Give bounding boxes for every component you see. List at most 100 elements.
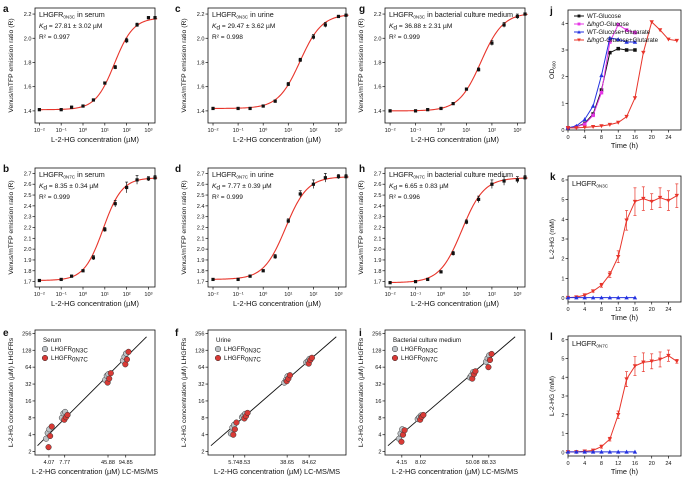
panel-c-marker [261,104,265,108]
panel-i-ytick-label: 64 [375,365,381,371]
panel-j-marker [641,50,646,55]
panel-g-fit-curve [388,13,528,112]
panel-h-data-point [490,179,494,189]
panel-l-ytick-label: 1 [561,432,564,438]
panel-j-data-point [624,48,629,52]
panel-i-ytick-label: 128 [372,348,381,354]
panel-b-ylabel: Venus/mTFP emission ratio (R) [8,180,15,274]
panel-e-xtick-label: 45.88 [101,460,115,466]
panel-e-frame [34,329,156,456]
panel-e-legend-label: LHGFR0N7C [51,355,88,364]
panel-e-ytick-label: 128 [22,348,31,354]
panel-j-data-point [674,38,680,43]
panel-g-data-point [439,106,443,111]
panel-k-marker [666,198,671,203]
panel-b-ytick-label: 2.7 [24,171,32,177]
panel-d-marker [344,175,348,179]
panel-g-r2: R² = 0.999 [389,34,420,41]
panel-f-xtick-label: 8.53 [239,460,250,466]
panel-k-xtick-label: 12 [615,307,621,313]
panel-l-data-point [599,449,604,454]
panel-e-xtick-label: 7.77 [59,460,70,466]
panel-k-series-line [567,195,678,299]
panel-h-ytick-label: 2.1 [374,236,382,242]
panel-label-e: e [3,328,9,339]
panel-j-data-point [633,48,637,52]
panel-c-xtick-label: 10⁻² [207,128,218,134]
panel-label-b: b [3,164,9,175]
panel-j-marker [649,20,654,25]
panel-b-ytick-label: 1.8 [24,269,32,275]
panel-label-a: a [3,4,9,15]
panel-d-ytick-label: 1.9 [197,258,205,264]
panel-i-point [398,438,405,445]
panel-k-marker [624,218,629,223]
panel-b-data-point [103,227,107,232]
panel-d-xtick-label: 10⁻² [207,292,218,298]
panel-b-marker [113,202,117,206]
panel-j-marker [574,126,579,131]
panel-b-xtick-label: 10⁰ [79,291,88,298]
panel-j-marker [616,46,620,51]
panel-j-legend-label: ΔlhgO-Glucose+Glutarate [587,37,659,44]
panel-j-data-point [624,114,629,119]
panel-b-ytick-label: 2.5 [24,193,32,199]
panel-label-d: d [175,164,181,175]
panel-j-legend-marker [577,14,581,18]
panel-g-data-point [490,40,494,46]
panel-c-data-point [323,22,327,28]
panel-k-marker [632,295,638,300]
panel-b-xtick-label: 10⁻² [34,292,45,298]
panel-f-ytick-label: 2 [201,450,204,456]
panel-f-legend-label: LHGFR0N3C [224,346,261,355]
panel-a-ytick-label: 2.2 [24,12,32,18]
panel-l-marker [607,449,613,454]
panel-a-xtick-label: 10⁻¹ [56,128,67,134]
panel-i-xtick-label: 4.15 [396,460,407,466]
panel-j-ytick-label: 4 [561,21,564,27]
panel-d-marker [298,192,302,196]
panel-b-marker [81,269,85,273]
panel-d-marker [248,274,252,278]
panel-a-marker [37,108,41,112]
panel-j-marker [582,117,587,122]
panel-l-marker [574,449,579,454]
panel-d-r2: R² = 0.999 [212,194,243,201]
panel-j-data-point [616,22,620,27]
panel-k-data-point [590,289,596,294]
panel-g-data-point [515,13,519,19]
panel-f-frame [207,329,347,456]
panel-k-marker [599,283,604,288]
panel-d-ytick-label: 2.1 [197,236,205,242]
panel-j-marker [666,37,671,42]
panel-h-ytick-label: 2.3 [374,215,382,221]
panel-d-data-point [261,269,265,273]
panel-d-marker [261,269,265,273]
panel-a-data-point [37,108,41,112]
panel-c-r2: R² = 0.998 [212,34,243,41]
panel-h-ytick-label: 1.7 [374,280,382,286]
panel-h-xtick-label: 10⁻² [385,292,396,298]
panel-k-data-point [624,210,629,231]
panel-a-marker [113,65,117,69]
panel-k-ytick-label: 5 [561,198,564,204]
panel-k-xtick-label: 20 [649,307,655,313]
panel-k-data-point [624,295,629,300]
panel-h-ytick-label: 2.5 [374,193,382,199]
panel-c-xtick-label: 10⁰ [259,127,268,134]
panel-j-data-point [565,126,571,131]
panel-h-ytick-label: 2.4 [374,204,382,210]
panel-c-kd: Kd = 29.47 ± 3.62 µM [212,23,275,32]
panel-j-ytick-label: 1 [561,101,564,107]
panel-b-marker [153,176,157,180]
panel-j-xlabel: Time (h) [611,141,638,150]
panel-e-xlabel: L-2-HG concentration (µM) LC-MS/MS [32,467,158,476]
panel-label-i: i [359,328,362,339]
panel-k-marker [590,295,596,300]
panel-d-title: LHGFR0N7C in urine [212,170,274,180]
panel-l-data-point [632,449,638,454]
panel-l-xtick-label: 20 [649,461,655,467]
panel-l-data-point [607,449,613,454]
panel-l-marker [641,360,646,365]
panel-e-legend-marker [41,354,49,362]
